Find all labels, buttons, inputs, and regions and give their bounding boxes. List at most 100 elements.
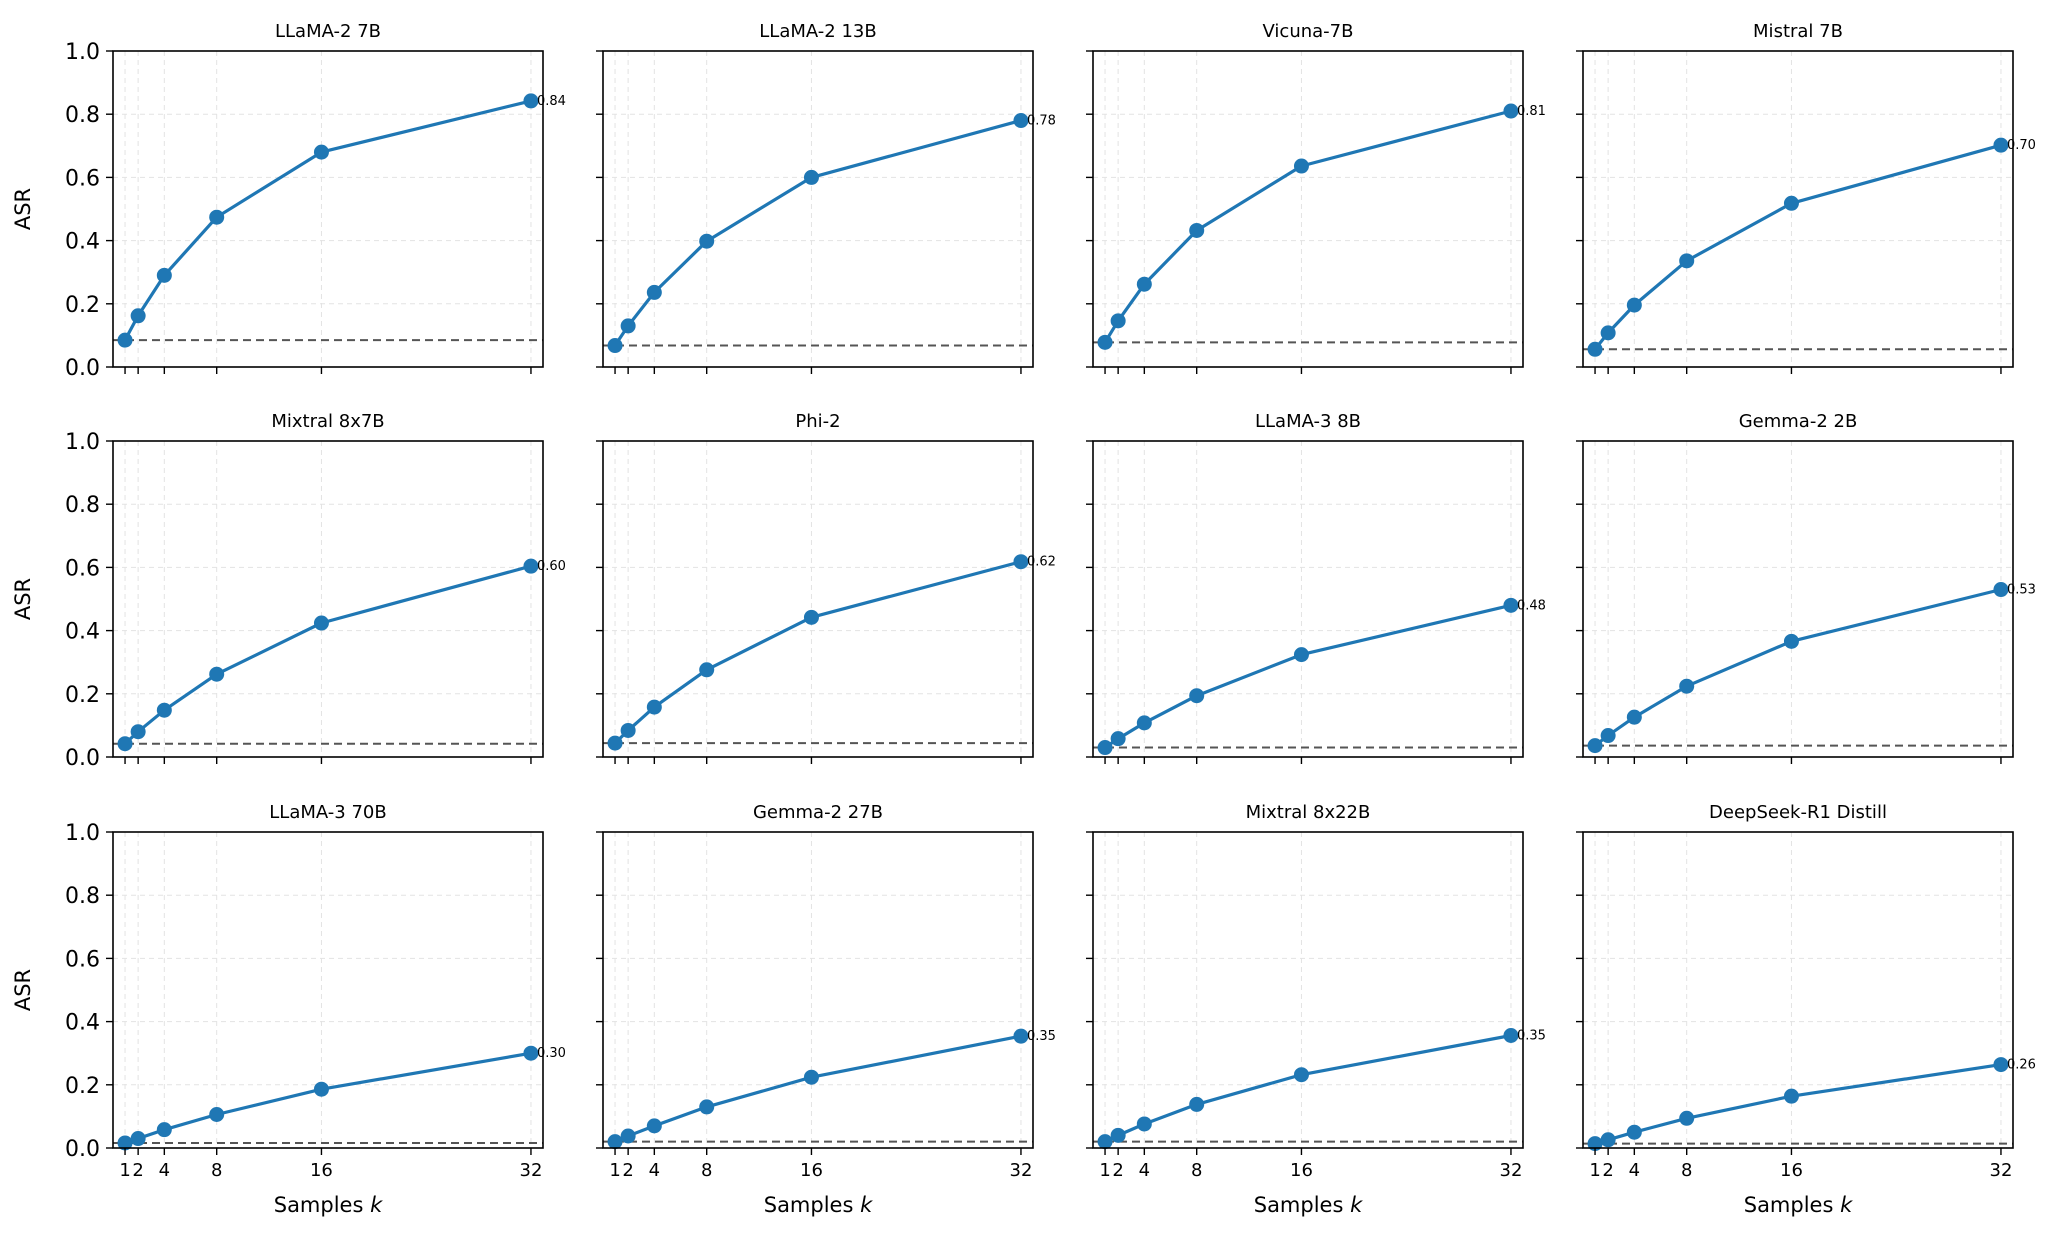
x-axis-label: Samples k xyxy=(274,1193,383,1217)
y-tick-label: 0.6 xyxy=(65,947,100,972)
x-tick-label: 4 xyxy=(1139,1160,1150,1181)
x-axis-label-var: k xyxy=(1840,1193,1853,1217)
data-point xyxy=(1189,1096,1205,1112)
data-point xyxy=(1097,1134,1113,1150)
data-point xyxy=(1626,1124,1642,1140)
x-tick-label: 16 xyxy=(1780,1160,1803,1181)
data-point xyxy=(1189,222,1205,238)
series-line xyxy=(1594,587,2002,747)
y-tick-label: 0.0 xyxy=(65,356,100,381)
data-point xyxy=(803,609,819,625)
data-point xyxy=(1587,738,1603,754)
data-point xyxy=(523,1045,539,1061)
x-tick-label: 32 xyxy=(1500,1160,1523,1181)
data-point xyxy=(699,233,715,249)
subplot-7: 0.48 LLaMA-3 8B xyxy=(1086,411,1546,764)
subplot-2: 0.78 LLaMA-2 13B xyxy=(596,21,1056,374)
data-point xyxy=(1600,325,1616,341)
series-line xyxy=(123,564,532,745)
x-tick-label: 1 xyxy=(1589,1160,1600,1181)
data-point xyxy=(130,724,146,740)
data-point xyxy=(1013,554,1029,570)
subplot-title: Gemma-2 27B xyxy=(753,802,883,823)
series-line xyxy=(1594,1063,2002,1146)
y-tick-label: 0.8 xyxy=(65,884,100,909)
subplot-11: 0.35 Mixtral 8x22B 1 2 4 8 16 32 Samples k xyxy=(1086,802,1546,1217)
x-tick-label: 16 xyxy=(1290,1160,1313,1181)
data-point xyxy=(1503,103,1519,119)
subplot-title: Mistral 7B xyxy=(1753,21,1843,42)
data-point xyxy=(1503,1028,1519,1044)
end-value-label: 0.35 xyxy=(1517,1029,1546,1044)
subplot-title: DeepSeek-R1 Distill xyxy=(1709,802,1887,823)
data-point xyxy=(607,338,623,354)
x-tick-label: 2 xyxy=(622,1160,633,1181)
x-tick-label: 8 xyxy=(211,1160,222,1181)
end-value-label: 0.30 xyxy=(537,1046,566,1061)
y-tick-label: 0.0 xyxy=(65,746,100,771)
data-point xyxy=(1600,1132,1616,1148)
data-point xyxy=(1293,647,1309,663)
data-point xyxy=(1679,678,1695,694)
series-line xyxy=(613,118,1022,347)
data-point xyxy=(620,722,636,738)
x-tick-label: 32 xyxy=(1990,1160,2013,1181)
x-tick-label: 4 xyxy=(1629,1160,1640,1181)
end-value-label: 0.48 xyxy=(1517,598,1546,613)
series-line xyxy=(613,560,1022,745)
subplot-6: 0.62 Phi-2 xyxy=(596,411,1056,764)
data-point xyxy=(156,702,172,718)
data-point xyxy=(523,558,539,574)
x-tick-label: 8 xyxy=(701,1160,712,1181)
data-point xyxy=(1097,740,1113,756)
x-tick-label: 16 xyxy=(800,1160,823,1181)
subplot-title: Mixtral 8x22B xyxy=(1246,802,1371,823)
series-line xyxy=(1103,109,1512,344)
data-point xyxy=(1626,709,1642,725)
data-point xyxy=(620,318,636,334)
end-value-label: 0.70 xyxy=(2007,138,2036,153)
subplot-title: Gemma-2 2B xyxy=(1739,411,1858,432)
end-value-label: 0.62 xyxy=(1027,555,1056,570)
data-point xyxy=(209,666,225,682)
axes-frame xyxy=(112,831,544,1149)
subplot-8: 0.53 Gemma-2 2B xyxy=(1576,411,2036,764)
data-point xyxy=(313,144,329,160)
axes-frame xyxy=(602,440,1034,758)
end-value-label: 0.35 xyxy=(1027,1029,1056,1044)
data-point xyxy=(1993,582,2009,598)
x-tick-label: 2 xyxy=(1112,1160,1123,1181)
axes-frame xyxy=(602,50,1034,368)
y-axis-label: ASR xyxy=(11,969,35,1011)
subplot-9: 0.30 LLaMA-3 70B 0.0 0.2 0.4 0.6 0.8 1.0 1 2 4 8 16 3… xyxy=(11,802,566,1217)
y-tick-label: 0.2 xyxy=(65,1074,100,1099)
y-tick-label: 0.2 xyxy=(65,293,100,318)
data-point xyxy=(1993,137,2009,153)
data-point xyxy=(646,1118,662,1134)
data-point xyxy=(620,1128,636,1144)
x-axis-label-text: Samples xyxy=(1254,1193,1350,1217)
end-value-label: 0.26 xyxy=(2007,1058,2036,1073)
y-tick-label: 0.4 xyxy=(65,1011,100,1036)
y-tick-label: 0.4 xyxy=(65,620,100,645)
subplot-title: LLaMA-3 70B xyxy=(269,802,386,823)
y-tick-label: 0.4 xyxy=(65,230,100,255)
data-point xyxy=(313,1081,329,1097)
x-tick-label: 2 xyxy=(1602,1160,1613,1181)
data-point xyxy=(1097,334,1113,350)
x-axis-label-var: k xyxy=(860,1193,873,1217)
data-point xyxy=(1679,1110,1695,1126)
data-point xyxy=(156,267,172,283)
y-tick-label: 0.8 xyxy=(65,493,100,518)
x-tick-label: 1 xyxy=(119,1160,130,1181)
x-axis-label: Samples k xyxy=(1744,1193,1853,1217)
x-axis-label-text: Samples xyxy=(764,1193,860,1217)
data-point xyxy=(117,1135,133,1151)
data-point xyxy=(1110,1127,1126,1143)
data-point xyxy=(1783,195,1799,211)
x-axis-label-text: Samples xyxy=(274,1193,370,1217)
data-point xyxy=(1679,253,1695,269)
data-point xyxy=(607,735,623,751)
data-point xyxy=(699,1099,715,1115)
axes-frame xyxy=(112,50,544,368)
